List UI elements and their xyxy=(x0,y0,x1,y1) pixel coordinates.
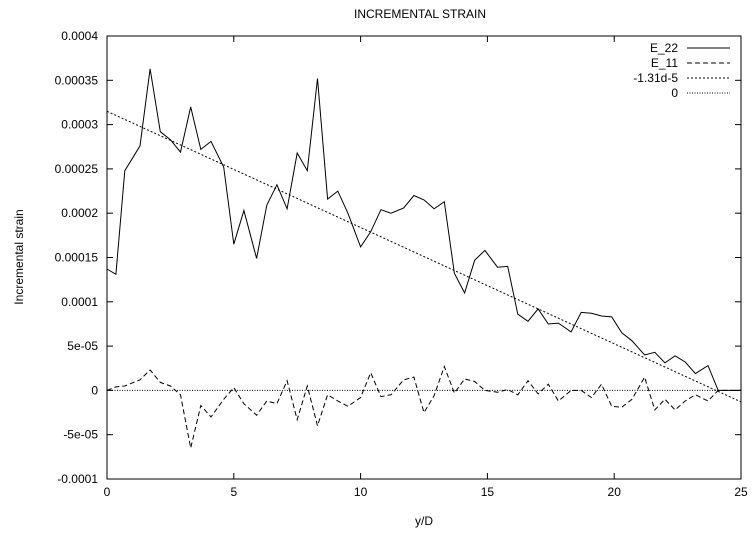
y-tick-label: 0.0003 xyxy=(61,118,98,132)
y-tick-label: 0 xyxy=(91,383,98,397)
y-tick-label: 0.0002 xyxy=(61,206,98,220)
y-axis-ticks: -0.0001 -5e-05 0 5e-05 0.0001 0.00015 0.0002 0.… xyxy=(55,29,741,486)
y-axis-label: Incremental strain xyxy=(12,209,26,304)
legend-label: E_11 xyxy=(651,56,678,70)
legend-label: 0 xyxy=(671,86,678,100)
y-tick-label: 5e-05 xyxy=(67,339,98,353)
y-tick-label: 0.0001 xyxy=(61,295,98,309)
y-tick-label: -0.0001 xyxy=(57,472,98,486)
x-tick-label: 0 xyxy=(104,485,111,499)
x-tick-label: 5 xyxy=(230,485,237,499)
x-tick-label: 10 xyxy=(354,485,368,499)
y-tick-label: 0.0004 xyxy=(61,29,98,43)
series-line-0 xyxy=(106,68,741,391)
series-line-1 xyxy=(106,365,741,449)
plot-frame xyxy=(106,35,742,480)
x-tick-label: 15 xyxy=(481,485,495,499)
chart-title: INCREMENTAL STRAIN xyxy=(354,7,486,21)
y-tick-label: 0.00035 xyxy=(55,73,99,87)
legend-label: -1.31d-5 xyxy=(633,71,678,85)
legend: E_22E_11-1.31d-50 xyxy=(633,41,730,100)
legend-label: E_22 xyxy=(650,41,678,55)
y-tick-label: 0.00015 xyxy=(55,251,99,265)
x-axis-label: y/D xyxy=(415,514,433,528)
series-layer xyxy=(106,68,742,449)
x-tick-label: 20 xyxy=(608,485,622,499)
x-axis-ticks: 0 5 10 15 20 25 xyxy=(104,36,748,499)
x-tick-label: 25 xyxy=(734,485,748,499)
series-line-2 xyxy=(106,110,742,403)
y-tick-label: 0.00025 xyxy=(55,162,99,176)
y-tick-label: -5e-05 xyxy=(63,428,98,442)
